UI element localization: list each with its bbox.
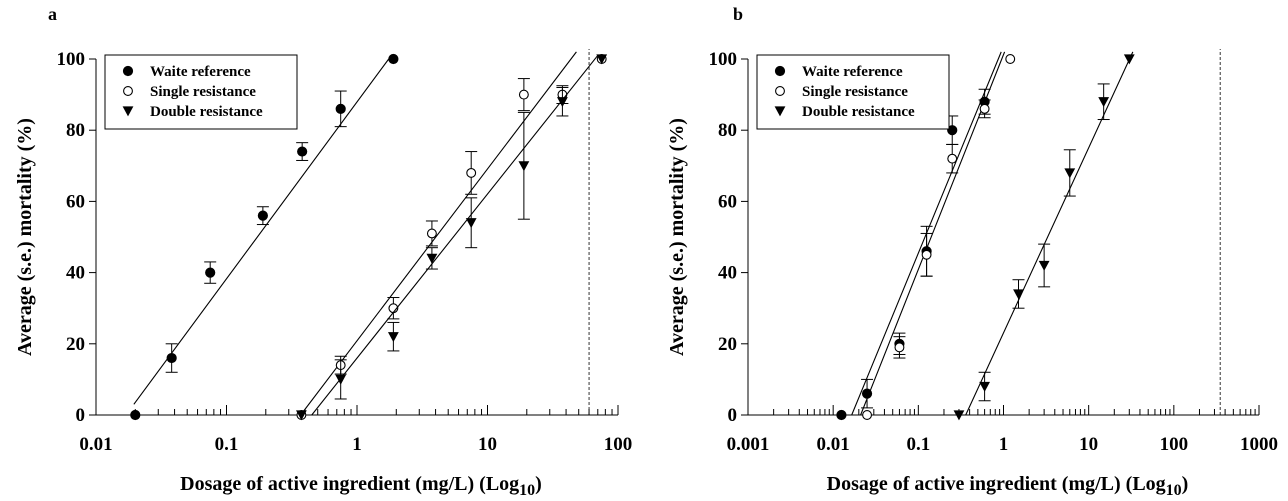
x-tick-label: 0.01 [79, 434, 112, 455]
x-tick-label: 0.1 [906, 434, 930, 455]
x-tick-label: 10 [1079, 434, 1098, 455]
x-axis-label: Dosage of active ingredient (mg/L) (Log1… [827, 473, 1189, 499]
x-tick-label: 0.001 [727, 434, 770, 455]
data-point-triangle-down [296, 410, 307, 421]
data-point-filled-circle [297, 146, 308, 157]
x-axis-label: Dosage of active ingredient (mg/L) (Log1… [180, 473, 542, 499]
data-point-open-circle [921, 249, 932, 260]
data-point-filled-circle [166, 352, 177, 364]
data-point-triangle-down [557, 97, 568, 108]
data-point-open-circle [979, 103, 990, 114]
data-point-triangle-down [335, 374, 347, 385]
legend-entry-label: Single resistance [150, 84, 256, 100]
y-tick-label: 40 [66, 263, 85, 284]
y-tick-label: 20 [66, 334, 85, 355]
data-point-open-circle [775, 86, 785, 96]
x-tick-label: 100 [1160, 434, 1189, 455]
y-tick-label: 20 [718, 334, 737, 355]
x-axis-label-subscript: 10 [1166, 482, 1182, 499]
data-point-filled-circle [335, 103, 346, 114]
data-point-open-circle [518, 89, 529, 100]
x-axis-label-main: Dosage of active ingredient (mg/L) (Log [827, 473, 1166, 495]
legend-entry-label: Single resistance [802, 84, 908, 100]
data-point-filled-circle [947, 125, 958, 136]
panel-label: b [733, 4, 743, 24]
panel-label: a [48, 4, 57, 24]
x-axis-label-close: ) [535, 473, 542, 495]
data-point-open-circle [947, 153, 958, 164]
legend-entry-label: Waite reference [802, 64, 903, 80]
x-axis-label-main: Dosage of active ingredient (mg/L) (Log [180, 473, 519, 495]
y-tick-label: 60 [66, 191, 85, 212]
x-axis-label-subscript: 10 [519, 482, 535, 499]
data-point-triangle-down [774, 106, 786, 117]
legend: Waite reference Single resistance Double r… [756, 54, 950, 130]
legend-box [756, 54, 950, 130]
legend-entry-label: Double resistance [802, 104, 915, 120]
x-tick-label: 1 [352, 434, 362, 455]
x-axis-label-close: ) [1182, 473, 1189, 495]
y-tick-label: 0 [76, 405, 86, 426]
regression-line [860, 51, 1006, 416]
y-axis-label: Average (s.e.) mortality (%) [666, 118, 688, 356]
data-point-triangle-down [596, 54, 608, 65]
data-point-triangle-down [953, 410, 965, 421]
regression-line [300, 51, 577, 416]
data-point-open-circle [466, 167, 477, 178]
regression-line [311, 55, 599, 416]
data-point-open-circle [426, 228, 437, 239]
x-tick-label: 1000 [1240, 434, 1278, 455]
data-point-triangle-down [518, 161, 530, 172]
data-point-open-circle [123, 86, 133, 96]
x-tick-label: 0.01 [817, 434, 850, 455]
chart-panel-a: a 0 20 40 60 80 100 0.01 0.1 1 10 100 Dosage of acti… [14, 4, 632, 499]
data-point-filled-circle [388, 53, 399, 65]
data-point-triangle-down [122, 106, 134, 117]
legend-entry-label: Double resistance [150, 104, 263, 120]
data-point-filled-circle [257, 210, 268, 221]
data-point-triangle-down [1064, 168, 1076, 179]
legend: Waite reference Single resistance Double r… [104, 54, 298, 130]
series-filled-circle [130, 53, 399, 421]
y-tick-label: 100 [57, 49, 86, 70]
data-point-filled-circle [122, 65, 134, 77]
data-point-triangle-down [387, 332, 399, 343]
data-point-triangle-down [1123, 54, 1135, 65]
x-tick-label: 100 [604, 434, 633, 455]
regression-line [965, 51, 1134, 416]
data-point-triangle-down [426, 253, 438, 264]
series-open-circle [860, 51, 1016, 420]
series-filled-triangle-down [953, 51, 1135, 421]
data-point-triangle-down [979, 381, 991, 392]
data-point-triangle-down [1013, 289, 1024, 300]
y-tick-label: 60 [718, 191, 737, 212]
data-point-filled-circle [774, 65, 786, 77]
data-point-triangle-down [1038, 260, 1050, 271]
legend-entry-label: Waite reference [150, 64, 251, 80]
y-tick-label: 100 [709, 49, 738, 70]
data-point-open-circle [894, 342, 905, 353]
x-tick-label: 10 [478, 434, 497, 455]
y-tick-label: 80 [718, 120, 737, 141]
data-point-open-circle [1005, 54, 1016, 64]
x-tick-label: 0.1 [215, 434, 239, 455]
y-axis-label: Average (s.e.) mortality (%) [14, 118, 36, 356]
data-point-filled-circle [836, 409, 847, 421]
y-tick-label: 0 [728, 405, 738, 426]
x-tick-label: 1 [999, 434, 1009, 455]
data-point-open-circle [862, 410, 873, 420]
regression-line [133, 58, 390, 405]
series-filled-triangle-down [296, 54, 608, 421]
chart-panel-b: b 0 20 40 60 80 100 0.001 0.01 0.1 1 10 100 1000 Dosag… [666, 4, 1278, 499]
legend-box [104, 54, 298, 130]
data-point-triangle-down [465, 218, 477, 229]
data-point-filled-circle [205, 267, 216, 278]
y-tick-label: 80 [66, 120, 85, 141]
data-point-triangle-down [1098, 97, 1110, 108]
data-point-filled-circle [130, 409, 141, 421]
y-tick-label: 40 [718, 263, 737, 284]
